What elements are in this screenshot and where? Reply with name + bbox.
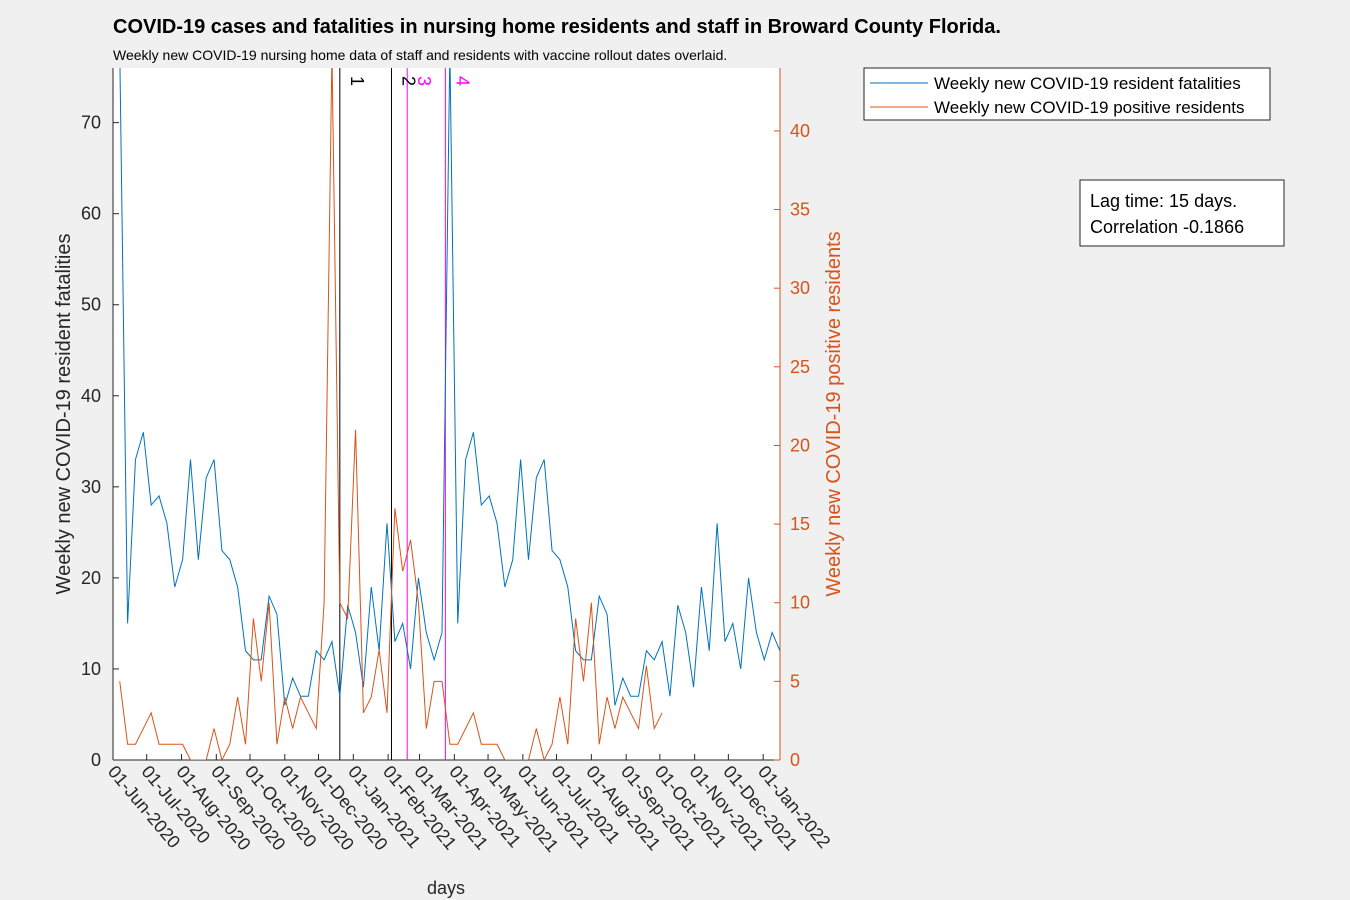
y-tick-label: 50 [81, 295, 101, 315]
series-line [119, 68, 780, 706]
annotation-box [1079, 179, 1285, 247]
y2-tick-label: 5 [790, 671, 800, 691]
rollout-label: 4 [452, 76, 472, 86]
chart-title: COVID-19 cases and fatalities in nursing… [113, 16, 1001, 38]
series-line [119, 68, 663, 760]
y-axis-label: Weekly new COVID-19 resident fatalities [53, 234, 75, 595]
legend-box [863, 67, 1271, 121]
y2-tick-label: 40 [790, 121, 810, 141]
legend-label: Weekly new COVID-19 resident fatalities [934, 74, 1241, 93]
y-tick-label: 0 [91, 750, 101, 770]
y-tick-label: 10 [81, 659, 101, 679]
rollout-label: 3 [414, 76, 434, 86]
y2-axis-label: Weekly new COVID-19 positive residents [823, 231, 845, 596]
y2-tick-label: 25 [790, 357, 810, 377]
y2-tick-label: 20 [790, 435, 810, 455]
rollout-label: 1 [347, 76, 367, 86]
y-tick-label: 40 [81, 386, 101, 406]
y2-tick-label: 30 [790, 278, 810, 298]
annotation-text: Correlation -0.1866 [1090, 217, 1244, 237]
y2-tick-label: 35 [790, 200, 810, 220]
y-tick-label: 60 [81, 204, 101, 224]
plot-layer [119, 68, 780, 760]
annotation-text: Lag time: 15 days. [1090, 191, 1237, 211]
y2-tick-label: 10 [790, 593, 810, 613]
rollout-label: 2 [398, 76, 418, 86]
legend-label: Weekly new COVID-19 positive residents [934, 98, 1245, 117]
x-axis-label: days [427, 878, 465, 898]
y-tick-label: 20 [81, 568, 101, 588]
y-tick-label: 70 [81, 113, 101, 133]
y2-tick-label: 15 [790, 514, 810, 534]
plot-area [113, 68, 780, 760]
chart-subtitle: Weekly new COVID-19 nursing home data of… [113, 47, 727, 63]
y2-tick-label: 0 [790, 750, 800, 770]
y-tick-label: 30 [81, 477, 101, 497]
